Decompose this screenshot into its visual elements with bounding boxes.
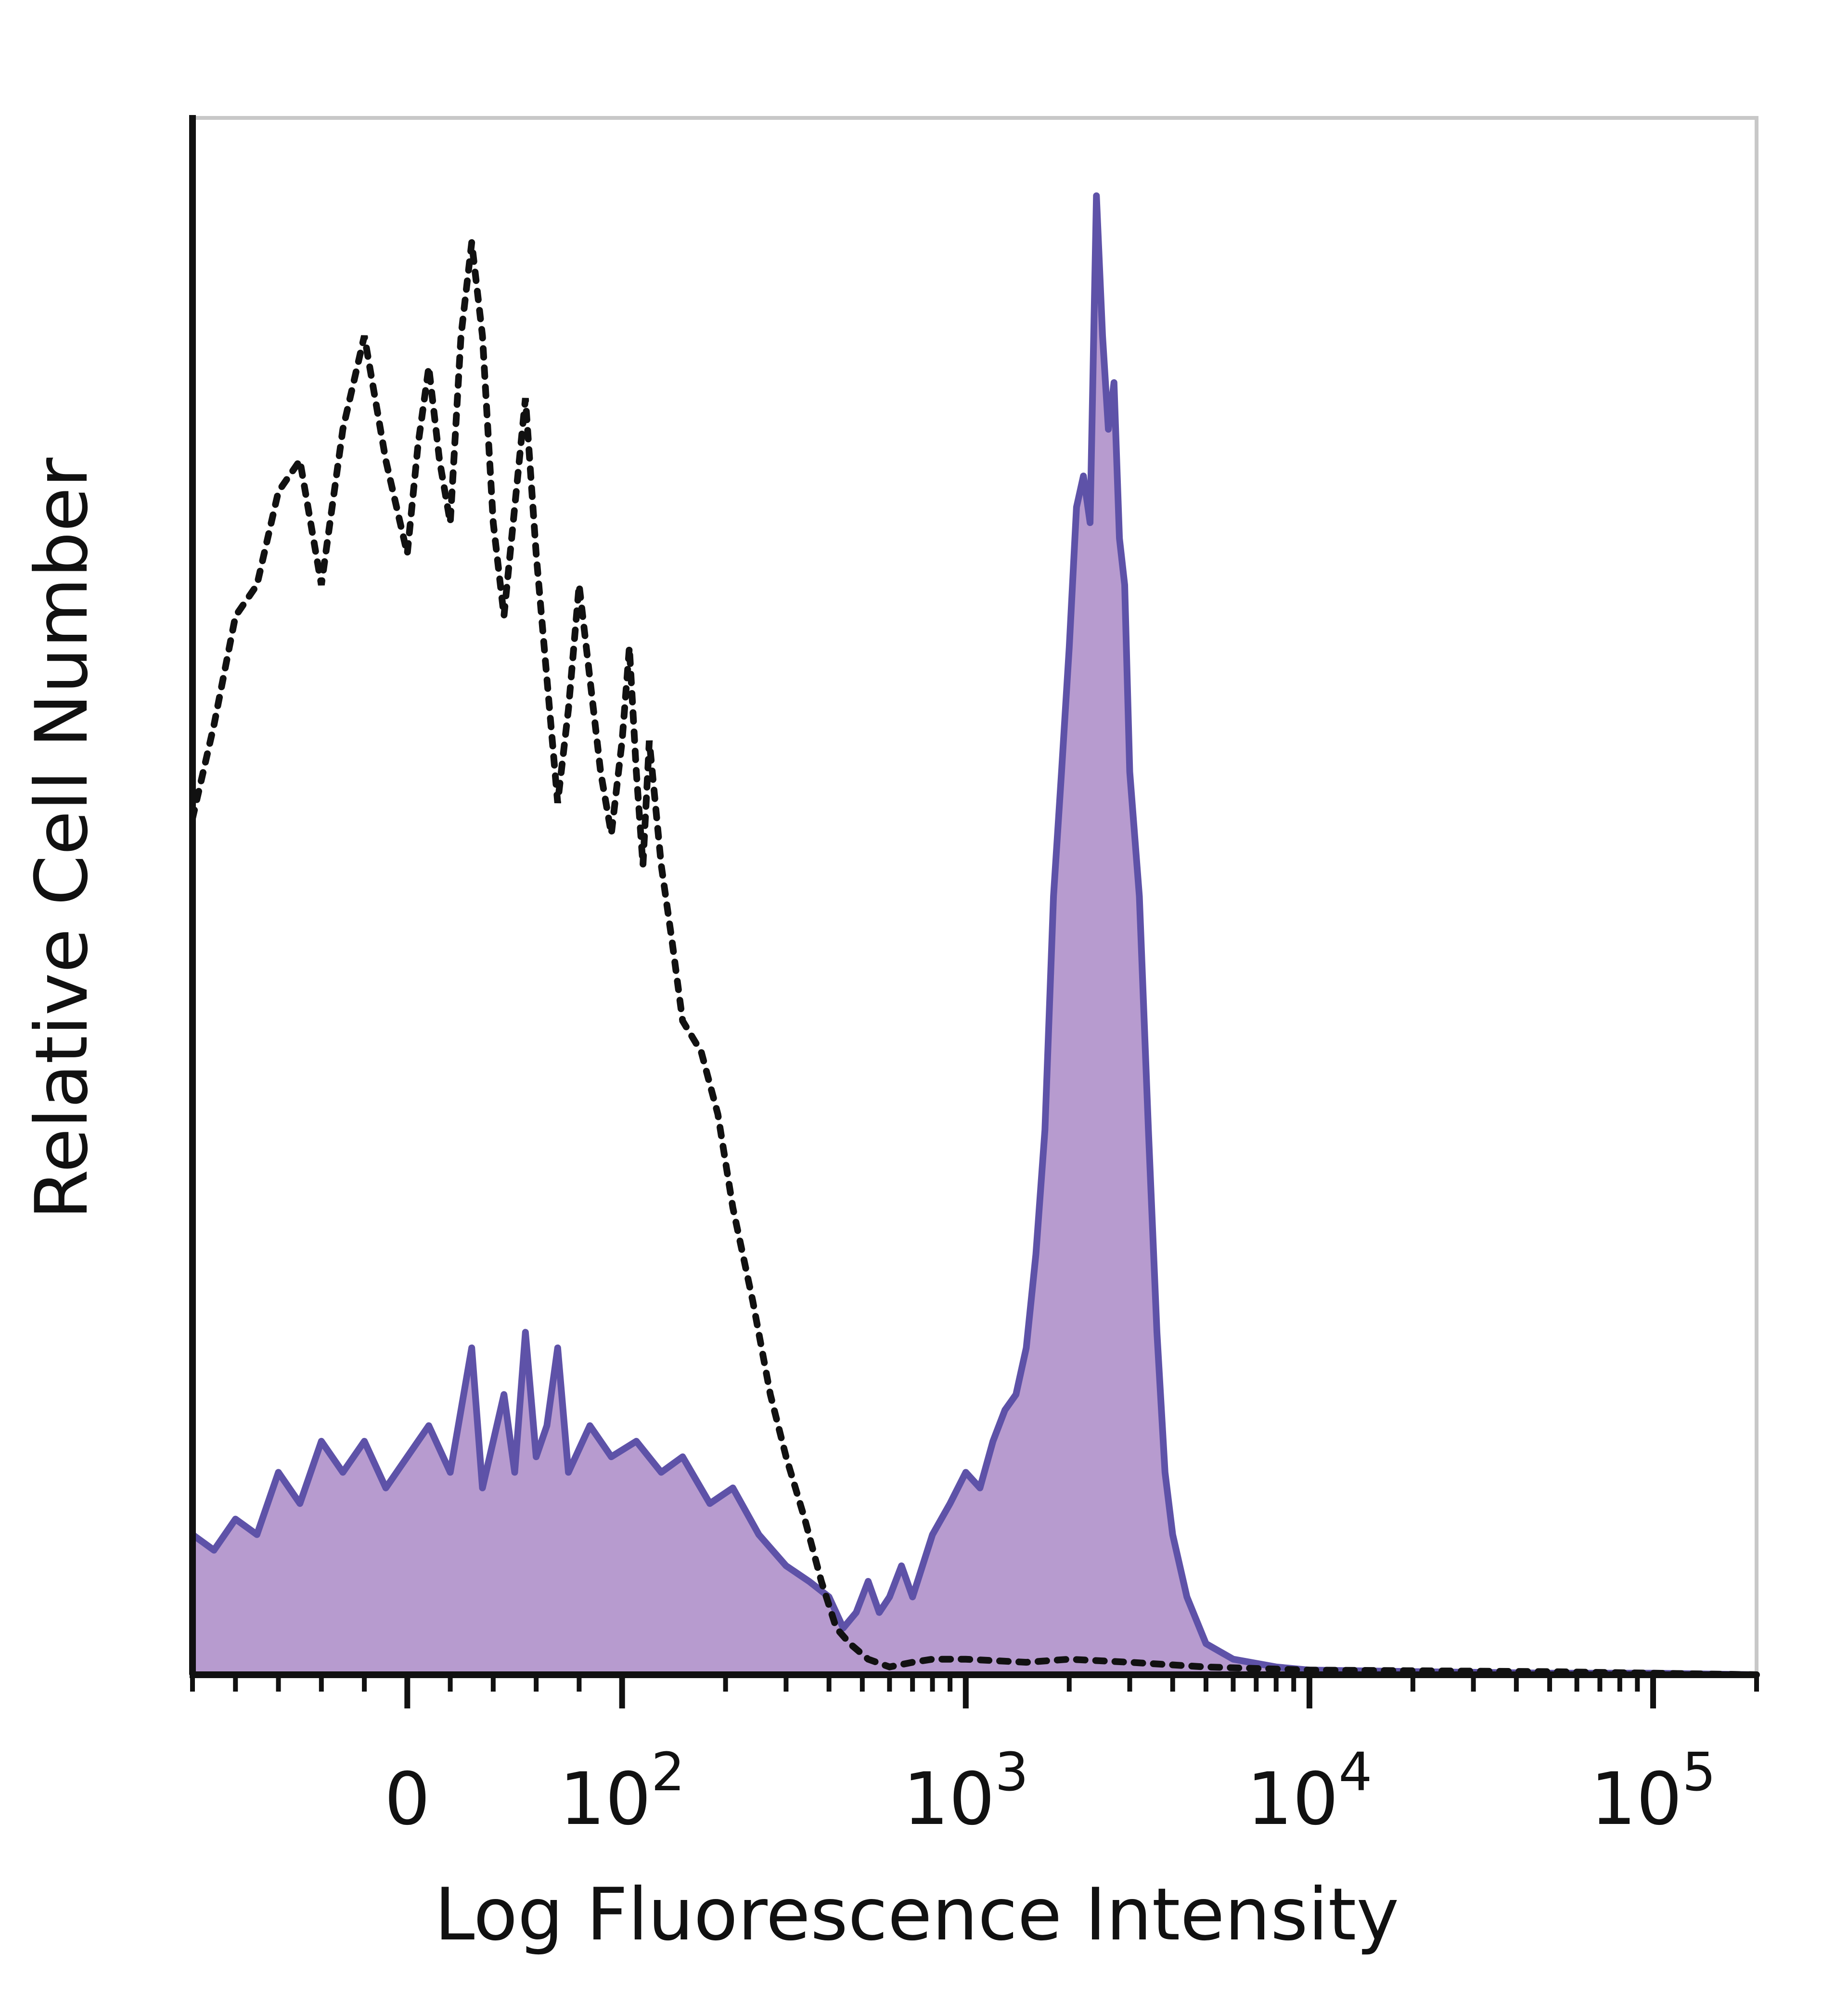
- y-axis-label: Relative Cell Number: [20, 458, 104, 1220]
- x-tick-label: 104: [1246, 1741, 1372, 1841]
- x-tick-label: 105: [1591, 1741, 1716, 1841]
- stained-histogram-fill: [192, 195, 1757, 1675]
- x-tick-label: 0: [385, 1758, 430, 1841]
- stained-histogram-line: [190, 192, 1757, 1678]
- x-ticks: 0 102 103 104 105: [190, 1675, 1759, 1841]
- x-tick-label: 102: [559, 1741, 685, 1841]
- control-histogram-line: [189, 242, 1760, 1678]
- series-layer: [189, 192, 1760, 1678]
- x-axis-label: Log Fluorescence Intensity: [435, 1873, 1399, 1957]
- x-tick-label: 103: [903, 1741, 1028, 1841]
